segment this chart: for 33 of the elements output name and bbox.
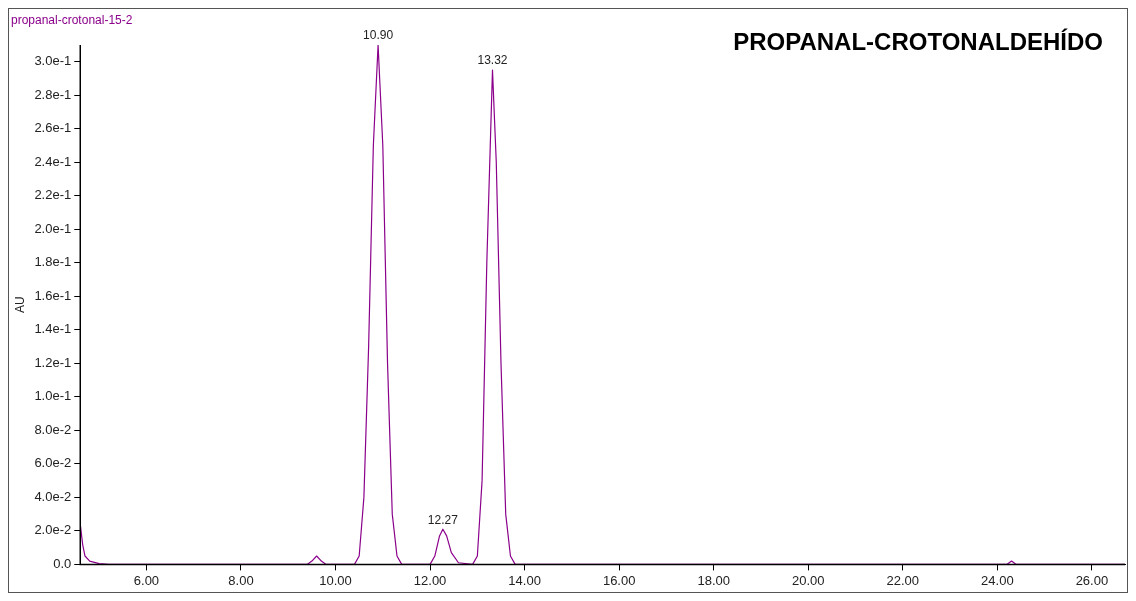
x-tick-label: 22.00 <box>886 572 920 588</box>
x-tick-label: 14.00 <box>508 572 541 588</box>
x-tick-label: 16.00 <box>602 572 636 588</box>
y-tick-label: 4.0e-2 <box>34 488 72 504</box>
y-tick-label: 1.8e-1 <box>34 254 72 270</box>
x-tick-label: 18.00 <box>697 572 730 588</box>
y-tick-label: 2.8e-1 <box>34 86 72 102</box>
y-tick-label: 2.0e-2 <box>34 522 72 538</box>
y-axis-title: AU <box>12 296 27 314</box>
chart-title: PROPANAL-CROTONALDEHÍDO <box>733 27 1103 55</box>
y-tick-label: 1.0e-1 <box>34 388 72 404</box>
annotation: 13.32 <box>477 53 508 68</box>
y-tick-label: 2.6e-1 <box>34 120 72 136</box>
y-tick-label: 1.4e-1 <box>34 321 72 337</box>
x-tick-label: 26.00 <box>1075 572 1109 588</box>
x-tick-label: 8.00 <box>228 572 254 588</box>
y-tick-label: 6.0e-2 <box>34 455 72 471</box>
y-tick-label: 0.0 <box>53 555 72 571</box>
chart-subtitle: propanal-crotonal-15-2 <box>11 13 133 28</box>
x-tick-label: 12.00 <box>413 572 447 588</box>
y-tick-label: 1.2e-1 <box>34 354 72 370</box>
y-tick-label: 8.0e-2 <box>34 421 72 437</box>
x-tick-label: 20.00 <box>792 572 825 588</box>
y-tick-label: 1.6e-1 <box>34 287 72 303</box>
x-tick-label: 24.00 <box>981 572 1014 588</box>
y-tick-label: 2.4e-1 <box>34 153 72 169</box>
annotation: 12.27 <box>427 512 459 527</box>
y-tick-label: 3.0e-1 <box>34 53 72 69</box>
y-tick-label: 2.0e-1 <box>34 220 72 236</box>
annotation: 10.90 <box>363 28 394 43</box>
x-tick-label: 10.00 <box>319 572 352 588</box>
y-tick-label: 2.2e-1 <box>34 187 72 203</box>
x-tick-label: 6.00 <box>133 572 160 588</box>
